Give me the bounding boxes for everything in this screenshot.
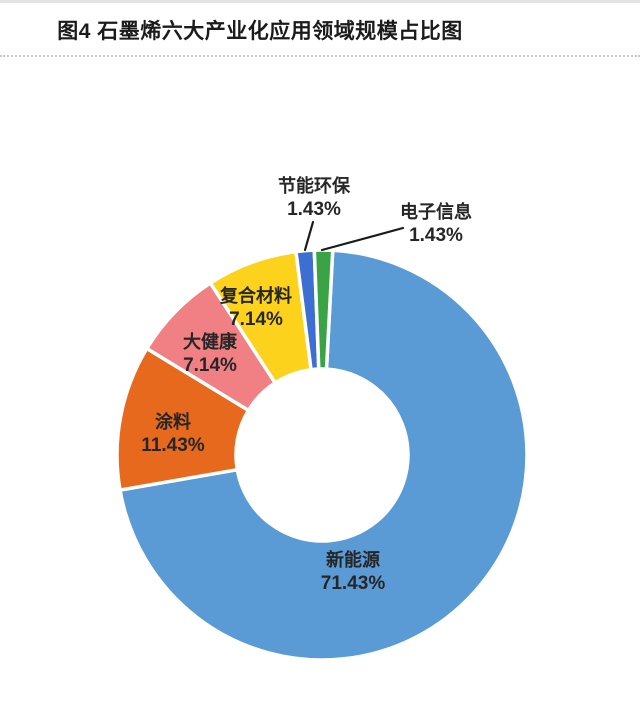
donut-slice-电子信息 (312, 248, 335, 371)
slice-percent: 71.43% (320, 573, 386, 594)
slice-percent: 1.43% (409, 225, 463, 246)
title-divider (0, 55, 640, 57)
chart-title: 图4 石墨烯六大产业化应用领域规模占比图 (57, 20, 463, 43)
leader-line-1 (320, 226, 405, 252)
slice-name: 大健康 (183, 332, 237, 352)
slice-percent: 1.43% (287, 199, 341, 220)
slice-label-new-energy: 新能源 71.43% (321, 548, 385, 596)
slice-label-composite-materials: 复合材料 7.14% (220, 284, 292, 332)
slice-label-electronic-info: 电子信息 1.43% (400, 200, 472, 248)
donut-slice-涂料 (115, 346, 251, 492)
slice-percent: 7.14% (183, 355, 237, 376)
leader-line-0 (303, 220, 315, 252)
slice-name: 节能环保 (278, 176, 350, 196)
slice-label-energy-saving: 节能环保 1.43% (278, 174, 350, 222)
top-divider (0, 0, 640, 3)
slice-label-big-health: 大健康 7.14% (183, 330, 237, 378)
donut-slice-新能源 (118, 248, 529, 662)
slice-name: 复合材料 (220, 286, 292, 306)
slice-name: 新能源 (325, 550, 380, 570)
slice-label-coatings: 涂料 11.43% (141, 410, 204, 458)
slice-percent: 11.43% (141, 435, 205, 456)
slice-name: 涂料 (155, 412, 191, 432)
slice-name: 电子信息 (400, 202, 472, 222)
slice-percent: 7.14% (229, 309, 283, 330)
